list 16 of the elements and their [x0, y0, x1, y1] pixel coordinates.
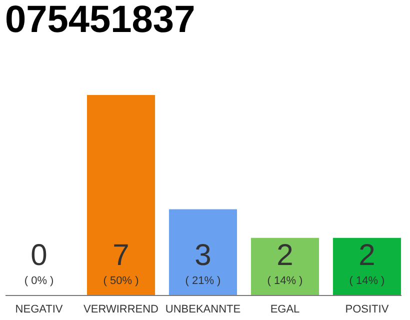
x-tick-label: UNBEKANNTE: [165, 304, 241, 316]
annotation: ( 14% ): [349, 275, 385, 287]
data-label: 0: [30, 239, 48, 272]
annotation: ( 50% ): [103, 275, 139, 287]
annotation: ( 21% ): [185, 275, 221, 287]
data-label: 7: [112, 239, 130, 272]
data-label: 2: [358, 239, 376, 272]
x-tick-label: EGAL: [270, 304, 300, 316]
data-label: 3: [194, 239, 212, 272]
x-tick-label: NEGATIV: [15, 304, 64, 316]
annotation: ( 0% ): [24, 275, 54, 287]
x-tick-label: VERWIRREND: [84, 304, 159, 316]
chart-title: 075451837: [5, 0, 196, 41]
data-label: 2: [276, 239, 294, 272]
x-tick-label: POSITIV: [345, 304, 390, 316]
annotation: ( 14% ): [267, 275, 303, 287]
